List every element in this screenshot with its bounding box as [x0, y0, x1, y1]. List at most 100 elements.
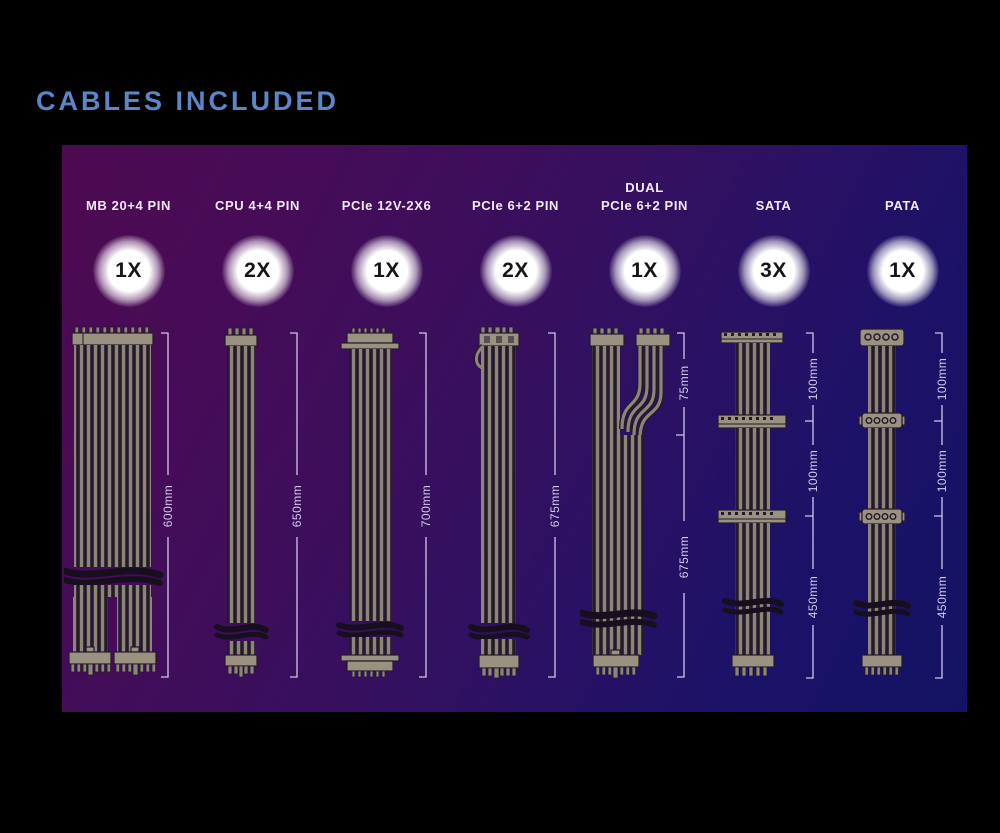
- cable-name-line: PATA: [885, 198, 920, 214]
- cable-name-label: CPU 4+4 PIN: [215, 175, 300, 215]
- measurement-label: 600mm: [161, 485, 175, 528]
- cable-ribbon: [481, 639, 516, 655]
- daisy-chain-curve-wires: [619, 346, 664, 439]
- cable-ribbon: [868, 524, 896, 655]
- cable-name-line: DUAL: [625, 180, 664, 196]
- molex-connector-mid2-icon: [858, 508, 906, 525]
- quantity-value: 1X: [889, 259, 916, 282]
- cable-illustration-pcie-6-2-pin: 675mm: [468, 326, 562, 679]
- measurement-bracket: [419, 332, 427, 678]
- cable-ribbon: [868, 428, 896, 509]
- cable-ribbon: [349, 349, 391, 621]
- atx-connector-top-icon: [71, 326, 154, 346]
- measurement-label: 675mm: [677, 536, 691, 579]
- sata-connector-mid2-icon: [717, 509, 787, 524]
- molex-connector-mid1-icon: [858, 412, 906, 429]
- quantity-badge: 1X: [350, 235, 423, 307]
- cable-column-mb-20-4-pin: MB 20+4 PIN 1X: [64, 145, 193, 712]
- cable-tie: [64, 567, 164, 579]
- cable-tie: [580, 609, 658, 620]
- cable-illustration-dual-pcie-6-2-pin: 75mm 675mm: [580, 327, 691, 679]
- pcie-connector-top-left-icon: [589, 327, 625, 347]
- cable-ribbon-leg: [117, 597, 152, 653]
- pcie-connector-top-right-icon: [635, 327, 671, 347]
- cable-tie: [336, 621, 404, 631]
- quantity-value: 2X: [244, 259, 271, 282]
- cable-illustration-mb-20-4-pin: 600mm: [64, 326, 175, 678]
- measurement-bracket: [161, 332, 169, 678]
- cable-name-line: PCIe 12V-2X6: [341, 198, 432, 214]
- quantity-value: 3X: [760, 259, 787, 282]
- cable-tie: [722, 597, 784, 607]
- cable-tie: [853, 608, 911, 617]
- cable-name-line: MB 20+4 PIN: [86, 198, 171, 214]
- cable-ribbon: [74, 585, 151, 597]
- cable-illustration-pcie-12v-2x6: 700mm: [336, 327, 433, 678]
- cable-ribbon: [227, 346, 255, 623]
- cable-columns: MB 20+4 PIN 1X: [62, 145, 967, 712]
- measurement-label: 100mm: [935, 358, 949, 401]
- measurement-label: 650mm: [290, 485, 304, 528]
- cable-name-label: PATA: [885, 175, 920, 215]
- cable-tie: [336, 629, 404, 638]
- quantity-value: 1X: [373, 259, 400, 282]
- 12v-2x6-connector-bottom-icon: [340, 654, 400, 678]
- cable-ribbon: [735, 343, 770, 415]
- sata-connector-top-icon: [720, 331, 784, 344]
- cable-column-cpu-4-4-pin: CPU 4+4 PIN 2X: [193, 145, 322, 712]
- cable-illustration-pata: 100mm 100mm 450mm: [853, 328, 949, 679]
- quantity-badge: 2X: [221, 235, 294, 307]
- cable-ribbon: [227, 641, 255, 655]
- cable-tie: [468, 623, 530, 633]
- cable-column-sata: SATA 3X: [709, 145, 838, 712]
- measurement-bracket: [548, 332, 556, 678]
- cable-illustration-sata: 100mm 100mm 450mm: [717, 331, 820, 679]
- atx-connector-bottom-icon: [68, 646, 157, 676]
- quantity-value: 1X: [115, 259, 142, 282]
- cable-tie: [214, 623, 269, 633]
- measurement-label: 100mm: [806, 358, 820, 401]
- cable-ribbon: [592, 346, 620, 655]
- measurement-label: 450mm: [806, 576, 820, 619]
- quantity-badge: 1X: [608, 235, 681, 307]
- 12v-2x6-connector-top-icon: [340, 327, 400, 350]
- measurement-label: 100mm: [935, 450, 949, 493]
- cable-tie: [64, 576, 163, 586]
- cpu-connector-top-icon: [224, 327, 258, 347]
- cables-panel: MB 20+4 PIN 1X: [62, 145, 967, 712]
- cable-name-label: SATA: [756, 175, 792, 215]
- cable-ribbon: [481, 346, 516, 623]
- cpu-connector-bottom-icon: [224, 654, 258, 678]
- sata-connector-mid1-icon: [717, 414, 787, 429]
- cable-ribbon: [74, 345, 151, 567]
- cable-name-line: PCIe 6+2 PIN: [600, 198, 689, 214]
- pcie-connector-bottom-icon: [592, 649, 640, 679]
- cable-column-dual-pcie-6-2-pin: DUAL PCIe 6+2 PIN 1X: [580, 145, 709, 712]
- cable-tie: [214, 631, 269, 640]
- measurement-bracket: [805, 332, 814, 679]
- cable-column-pcie-6-2-pin: PCIe 6+2 PIN 2X: [451, 145, 580, 712]
- cable-tie: [468, 631, 530, 640]
- measurement-label: 450mm: [935, 576, 949, 619]
- cable-ribbon: [735, 523, 770, 655]
- quantity-value: 2X: [502, 259, 529, 282]
- cable-name-line: PCIe 6+2 PIN: [471, 198, 560, 214]
- cable-ribbon: [349, 637, 391, 655]
- cable-tie: [722, 606, 784, 615]
- quantity-badge: 3X: [737, 235, 810, 307]
- page-title: CABLES INCLUDED: [36, 86, 340, 116]
- measurement-label: 675mm: [548, 485, 562, 528]
- cable-name-label: MB 20+4 PIN: [86, 175, 171, 215]
- cable-tie: [580, 618, 657, 628]
- measurement-label: 700mm: [419, 485, 433, 528]
- cable-name-label: DUAL PCIe 6+2 PIN: [601, 175, 688, 215]
- pcie-connector-top-icon: [478, 326, 520, 347]
- cable-name-line: CPU 4+4 PIN: [215, 198, 300, 214]
- cable-name-label: PCIe 6+2 PIN: [472, 175, 559, 215]
- measurement-bracket: [290, 332, 298, 678]
- cable-tie: [853, 599, 911, 609]
- measurement-label: 75mm: [677, 365, 691, 400]
- measurement-bracket: [934, 332, 943, 679]
- cable-column-pata: PATA 1X: [838, 145, 967, 712]
- cable-ribbon-leg: [73, 597, 108, 653]
